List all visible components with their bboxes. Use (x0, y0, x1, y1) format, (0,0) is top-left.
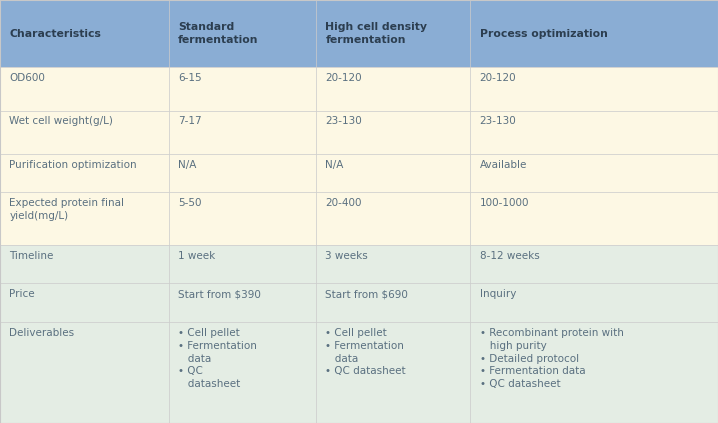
Text: Wet cell weight(g/L): Wet cell weight(g/L) (9, 116, 113, 126)
Text: Inquiry: Inquiry (480, 289, 516, 299)
Bar (169, 0, 316, 67)
Bar (470, 244, 718, 283)
Bar (316, 192, 470, 244)
Text: 3 weeks: 3 weeks (325, 250, 368, 261)
Text: High cell density
fermentation: High cell density fermentation (325, 22, 427, 45)
Text: Process optimization: Process optimization (480, 29, 607, 38)
Text: 6-15: 6-15 (178, 73, 202, 83)
Text: 100-1000: 100-1000 (480, 198, 529, 208)
Bar (470, 0, 718, 67)
Bar (169, 67, 316, 110)
Text: Purification optimization: Purification optimization (9, 159, 137, 170)
Text: 5-50: 5-50 (178, 198, 202, 208)
Bar (169, 283, 316, 322)
Text: N/A: N/A (178, 159, 197, 170)
Text: Price: Price (9, 289, 35, 299)
Bar (316, 154, 470, 192)
Bar (169, 192, 316, 244)
Bar (316, 322, 470, 423)
Bar (316, 283, 470, 322)
Bar (470, 192, 718, 244)
Bar (470, 154, 718, 192)
Text: • Cell pellet
• Fermentation
   data
• QC
   datasheet: • Cell pellet • Fermentation data • QC d… (178, 328, 257, 389)
Bar (0, 244, 169, 283)
Bar (470, 283, 718, 322)
Text: Start from $690: Start from $690 (325, 289, 408, 299)
Text: Start from $390: Start from $390 (178, 289, 261, 299)
Bar (470, 67, 718, 110)
Text: 20-400: 20-400 (325, 198, 362, 208)
Bar (470, 322, 718, 423)
Bar (316, 244, 470, 283)
Bar (0, 192, 169, 244)
Text: 23-130: 23-130 (480, 116, 516, 126)
Bar (0, 67, 169, 110)
Bar (169, 154, 316, 192)
Text: • Cell pellet
• Fermentation
   data
• QC datasheet: • Cell pellet • Fermentation data • QC d… (325, 328, 406, 376)
Text: Deliverables: Deliverables (9, 328, 75, 338)
Bar (316, 110, 470, 154)
Bar (169, 322, 316, 423)
Text: 23-130: 23-130 (325, 116, 362, 126)
Text: • Recombinant protein with
   high purity
• Detailed protocol
• Fermentation dat: • Recombinant protein with high purity •… (480, 328, 623, 389)
Text: 20-120: 20-120 (325, 73, 362, 83)
Text: 7-17: 7-17 (178, 116, 202, 126)
Text: 8-12 weeks: 8-12 weeks (480, 250, 539, 261)
Text: N/A: N/A (325, 159, 344, 170)
Text: OD600: OD600 (9, 73, 45, 83)
Bar (169, 244, 316, 283)
Text: Timeline: Timeline (9, 250, 54, 261)
Bar (0, 283, 169, 322)
Bar (0, 110, 169, 154)
Text: 20-120: 20-120 (480, 73, 516, 83)
Bar (0, 0, 169, 67)
Bar (316, 0, 470, 67)
Bar (0, 322, 169, 423)
Bar (316, 67, 470, 110)
Bar (169, 110, 316, 154)
Text: Available: Available (480, 159, 527, 170)
Text: Characteristics: Characteristics (9, 29, 101, 38)
Text: Standard
fermentation: Standard fermentation (178, 22, 258, 45)
Text: Expected protein final
yield(mg/L): Expected protein final yield(mg/L) (9, 198, 124, 221)
Bar (0, 154, 169, 192)
Text: 1 week: 1 week (178, 250, 215, 261)
Bar (470, 110, 718, 154)
